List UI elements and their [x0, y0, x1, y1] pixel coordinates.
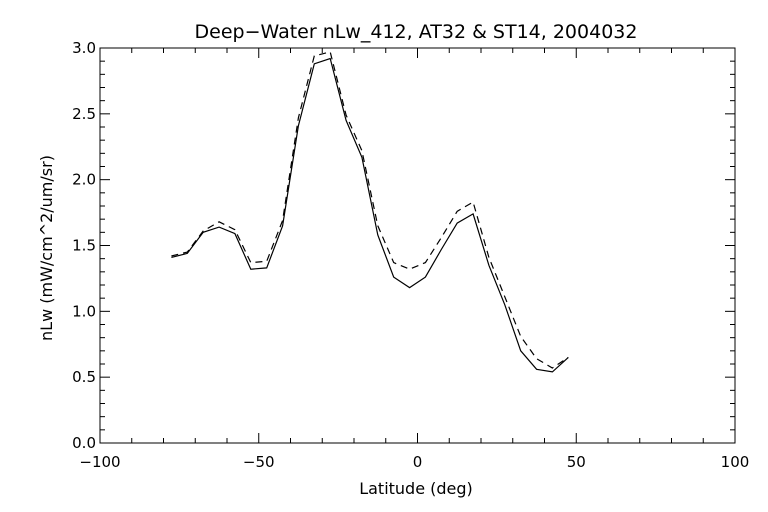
y-tick-label: 2.5 — [72, 105, 96, 123]
y-tick-label: 1.5 — [72, 237, 96, 255]
axes: −100 −50 0 50 100 0.0 0.5 1.0 1.5 2.0 2.5 3.0 — [72, 39, 749, 471]
y-tick-label: 2.0 — [72, 171, 96, 189]
x-tick-label: 0 — [413, 453, 423, 471]
series-line-dashed — [171, 51, 569, 369]
series-line-solid — [171, 57, 569, 373]
y-tick-label: 0.0 — [72, 434, 96, 452]
chart-title: Deep−Water nLw_412, AT32 & ST14, 2004032 — [195, 21, 638, 43]
y-axis-label: nLw (mW/cm^2/um/sr) — [37, 155, 56, 341]
x-tick-label: 100 — [721, 453, 750, 471]
x-tick-label: 50 — [567, 453, 586, 471]
x-axis-label: Latitude (deg) — [359, 479, 473, 498]
series-layer — [171, 51, 569, 373]
y-tick-label: 3.0 — [72, 39, 96, 57]
x-tick-label: −100 — [79, 453, 120, 471]
y-tick-label: 0.5 — [72, 368, 96, 386]
x-tick-label: −50 — [243, 453, 275, 471]
y-tick-label: 1.0 — [72, 302, 96, 320]
plot-frame — [99, 47, 736, 444]
